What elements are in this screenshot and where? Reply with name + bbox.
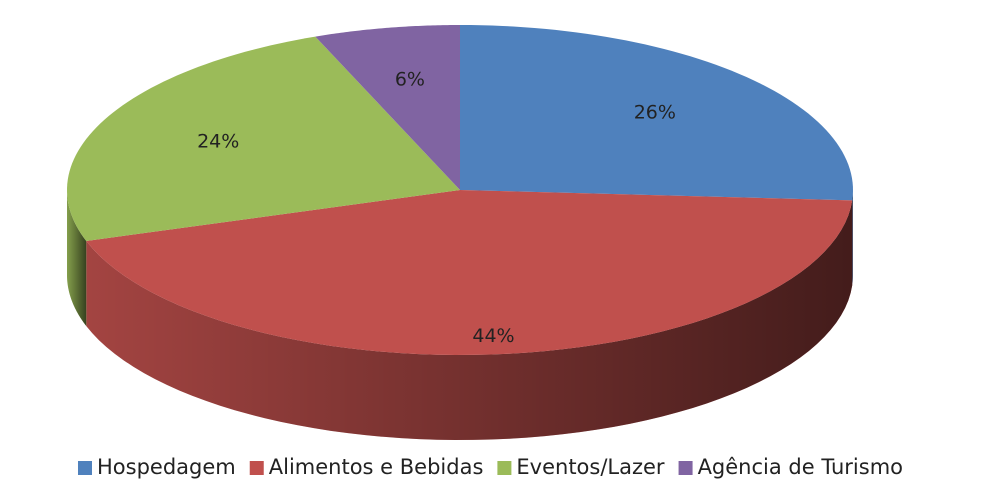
legend: Hospedagem Alimentos e Bebidas Eventos/Laz… xyxy=(77,455,903,479)
data-label: 24% xyxy=(197,131,239,153)
slice xyxy=(86,190,853,355)
legend-swatch xyxy=(497,461,512,475)
data-label: 44% xyxy=(472,325,514,347)
slice-side-shade xyxy=(86,200,853,440)
data-label: 26% xyxy=(634,102,676,124)
slice xyxy=(460,25,853,201)
legend-label: Eventos/Lazer xyxy=(516,455,665,479)
slice xyxy=(67,36,460,241)
legend-swatch xyxy=(678,461,693,475)
slice xyxy=(315,25,460,190)
legend-swatch xyxy=(77,461,92,475)
legend-label: Agência de Turismo xyxy=(698,455,903,479)
legend-label: Hospedagem xyxy=(97,455,236,479)
slice-side-shade xyxy=(852,190,853,286)
legend-label: Alimentos e Bebidas xyxy=(269,455,484,479)
legend-swatch xyxy=(249,461,264,475)
data-label: 6% xyxy=(395,68,425,90)
slice-side-shade xyxy=(67,190,87,326)
